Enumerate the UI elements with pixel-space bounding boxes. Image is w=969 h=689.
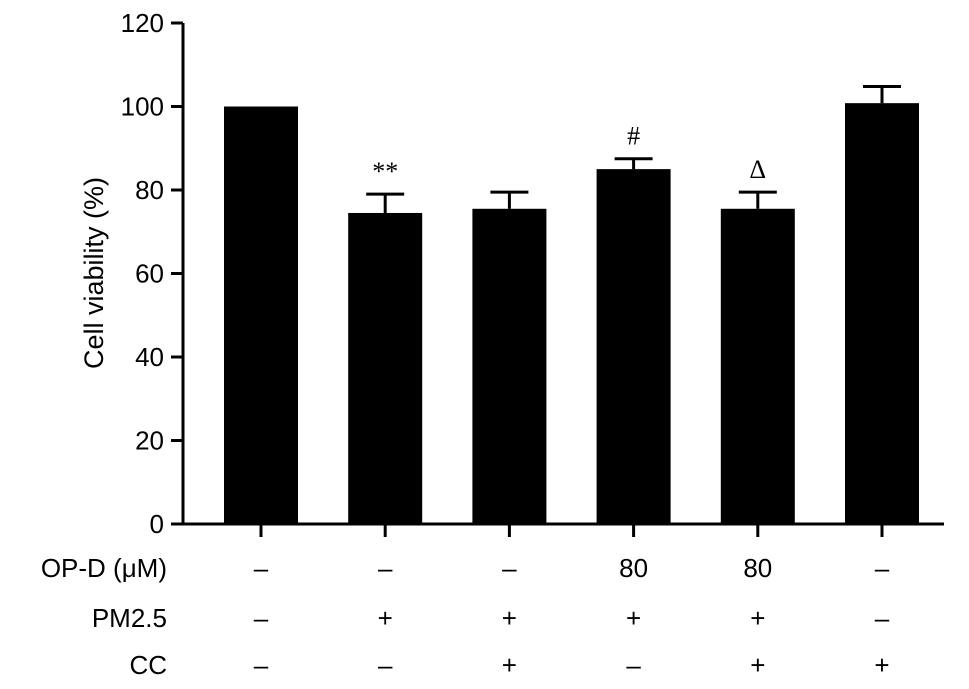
treatment-cell: 80 <box>743 553 772 583</box>
treatment-row-label: OP-D (μM) <box>41 553 167 583</box>
treatment-row-label: PM2.5 <box>92 603 167 633</box>
bar <box>845 103 919 524</box>
significance-marker: ** <box>372 157 398 186</box>
bar <box>224 106 298 524</box>
treatment-row-label: CC <box>129 650 167 680</box>
bar <box>596 169 671 524</box>
treatment-cell: – <box>378 650 393 680</box>
bar <box>720 208 795 524</box>
y-tick-label: 60 <box>135 259 164 289</box>
y-tick-label: 80 <box>135 175 164 205</box>
treatment-cell: – <box>378 553 393 583</box>
treatment-cell: – <box>254 650 269 680</box>
treatment-cell: 80 <box>619 553 648 583</box>
y-axis-label: Cell viability (%) <box>79 177 109 369</box>
significance-marker: Δ <box>749 155 766 184</box>
treatment-cell: – <box>626 650 641 680</box>
bar <box>472 208 547 524</box>
bar <box>348 212 423 524</box>
treatment-cell: – <box>254 603 269 633</box>
treatment-cell: – <box>875 603 890 633</box>
y-tick-label: 100 <box>121 92 164 122</box>
treatment-cell: + <box>750 650 765 680</box>
y-tick-label: 40 <box>135 342 164 372</box>
treatment-cell: + <box>502 650 517 680</box>
treatment-cell: + <box>378 603 393 633</box>
treatment-cell: + <box>874 650 889 680</box>
treatment-cell: – <box>254 553 269 583</box>
treatment-cell: + <box>750 603 765 633</box>
treatment-cell: + <box>626 603 641 633</box>
treatment-cell: + <box>502 603 517 633</box>
treatment-cell: – <box>875 553 890 583</box>
y-tick-label: 0 <box>150 509 164 539</box>
treatment-cell: – <box>502 553 517 583</box>
significance-marker: # <box>627 122 640 151</box>
y-tick-label: 120 <box>121 8 164 38</box>
y-tick-label: 20 <box>135 426 164 456</box>
